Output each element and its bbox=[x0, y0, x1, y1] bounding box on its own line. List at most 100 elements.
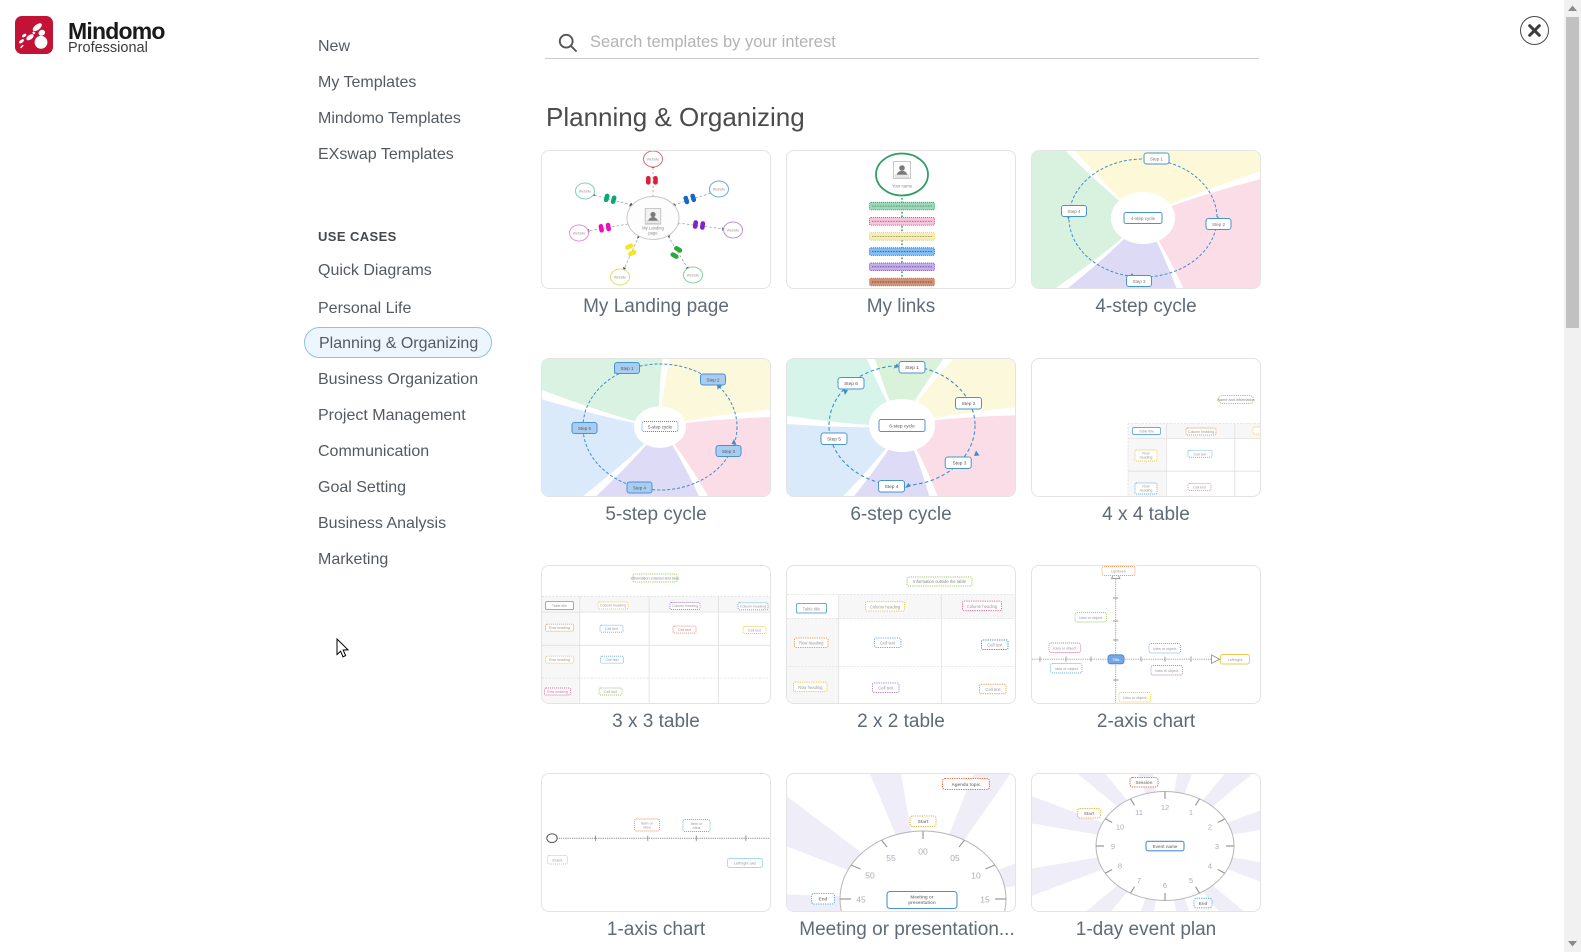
svg-text:Idea or object: Idea or object bbox=[1079, 616, 1103, 620]
svg-text:9: 9 bbox=[1111, 842, 1115, 851]
svg-text:Start: Start bbox=[918, 819, 929, 824]
svg-text:Idea or object: Idea or object bbox=[1155, 669, 1179, 673]
svg-text:Information entered text here: Information entered text here bbox=[631, 577, 680, 581]
svg-text:heading: heading bbox=[1140, 456, 1153, 460]
svg-text:Title: Title bbox=[1112, 658, 1119, 662]
svg-text:11: 11 bbox=[1135, 808, 1143, 817]
svg-text:3: 3 bbox=[1215, 842, 1219, 851]
svg-text:Step 6: Step 6 bbox=[844, 381, 858, 387]
svg-text:Event: Event bbox=[553, 859, 564, 863]
svg-text:Website: Website bbox=[727, 229, 740, 233]
svg-text:Website: Website bbox=[579, 190, 592, 194]
svg-text:Information outside the table: Information outside the table bbox=[913, 579, 967, 584]
svg-text:Table title: Table title bbox=[803, 606, 821, 611]
svg-text:Column heading: Column heading bbox=[1188, 430, 1214, 434]
svg-text:Name and information: Name and information bbox=[1217, 398, 1254, 402]
svg-text:Row heading: Row heading bbox=[798, 685, 823, 690]
svg-text:Step 3: Step 3 bbox=[953, 461, 967, 467]
svg-text:Row: Row bbox=[1142, 452, 1150, 456]
svg-text:Start: Start bbox=[1084, 811, 1095, 816]
svg-text:Cell text: Cell text bbox=[605, 627, 618, 631]
svg-text:2: 2 bbox=[1208, 823, 1212, 832]
svg-text:idea: idea bbox=[643, 826, 651, 830]
svg-text:Table title: Table title bbox=[552, 604, 567, 608]
svg-text:1: 1 bbox=[1189, 808, 1193, 817]
svg-text:Step 5: Step 5 bbox=[827, 437, 841, 443]
svg-text:Cell text: Cell text bbox=[985, 687, 1001, 692]
svg-text:Website: Website bbox=[573, 232, 586, 236]
svg-text:Step 3: Step 3 bbox=[722, 449, 736, 454]
svg-text:Column heading: Column heading bbox=[870, 604, 901, 609]
svg-text:Column heading: Column heading bbox=[740, 605, 766, 609]
svg-text:Left/right: Left/right bbox=[1228, 658, 1244, 662]
svg-text:Up/down: Up/down bbox=[1111, 570, 1126, 574]
svg-text:Meeting or: Meeting or bbox=[910, 895, 933, 900]
svg-text:7: 7 bbox=[1137, 876, 1141, 885]
svg-text:Step 4: Step 4 bbox=[633, 486, 647, 491]
svg-text:Cell text: Cell text bbox=[604, 690, 617, 694]
svg-text:Item or: Item or bbox=[641, 822, 654, 826]
svg-text:05: 05 bbox=[950, 853, 960, 863]
svg-text:Step 4: Step 4 bbox=[885, 484, 899, 490]
svg-text:Cell text: Cell text bbox=[987, 643, 1003, 648]
svg-text:Cell text: Cell text bbox=[878, 686, 894, 691]
svg-text:Your name: Your name bbox=[892, 184, 913, 189]
svg-text:Website: Website bbox=[687, 274, 700, 278]
svg-text:Left/right axis: Left/right axis bbox=[734, 862, 757, 866]
svg-text:Row heading: Row heading bbox=[549, 658, 570, 662]
svg-text:Row heading: Row heading bbox=[547, 690, 568, 694]
svg-text:Column heading: Column heading bbox=[967, 604, 998, 609]
svg-text:50: 50 bbox=[865, 871, 875, 881]
svg-text:idea: idea bbox=[693, 826, 701, 830]
svg-text:10: 10 bbox=[971, 871, 981, 881]
svg-text:Step 4: Step 4 bbox=[1067, 209, 1081, 214]
svg-text:Agenda topic: Agenda topic bbox=[951, 782, 981, 787]
svg-text:10: 10 bbox=[1116, 823, 1124, 832]
svg-text:Cell text: Cell text bbox=[748, 628, 761, 632]
svg-text:5-step cycle: 5-step cycle bbox=[648, 425, 673, 430]
svg-text:Idea or object: Idea or object bbox=[1123, 696, 1147, 700]
svg-text:Row heading: Row heading bbox=[799, 641, 824, 646]
svg-text:presentation: presentation bbox=[908, 900, 936, 905]
svg-text:8: 8 bbox=[1118, 862, 1122, 871]
svg-text:4: 4 bbox=[1208, 862, 1212, 871]
svg-text:My Landing: My Landing bbox=[642, 226, 664, 231]
svg-text:Cell text: Cell text bbox=[606, 658, 619, 662]
svg-text:Idea or object: Idea or object bbox=[1153, 647, 1177, 651]
svg-text:Item or: Item or bbox=[691, 822, 704, 826]
svg-text:00: 00 bbox=[918, 847, 928, 857]
svg-text:6: 6 bbox=[1163, 881, 1167, 890]
svg-text:45: 45 bbox=[856, 895, 866, 905]
svg-text:Row heading: Row heading bbox=[549, 626, 570, 630]
svg-text:heading: heading bbox=[1140, 489, 1153, 493]
svg-text:55: 55 bbox=[886, 853, 896, 863]
svg-text:Session: Session bbox=[1136, 780, 1153, 785]
svg-text:Step 2: Step 2 bbox=[1212, 222, 1226, 227]
svg-text:Cell text: Cell text bbox=[1193, 486, 1206, 490]
svg-text:Cell text: Cell text bbox=[1194, 452, 1207, 456]
svg-text:page: page bbox=[648, 230, 658, 235]
svg-text:Column heading: Column heading bbox=[600, 604, 626, 608]
svg-text:Table title: Table title bbox=[1139, 430, 1154, 434]
svg-text:Website: Website bbox=[713, 188, 726, 192]
svg-text:Idea or object: Idea or object bbox=[1053, 646, 1077, 650]
svg-text:Step 1: Step 1 bbox=[905, 365, 919, 371]
svg-text:6-step cycle: 6-step cycle bbox=[889, 424, 915, 430]
svg-text:Step 2: Step 2 bbox=[962, 401, 976, 407]
svg-text:5: 5 bbox=[1189, 876, 1193, 885]
svg-text:Website: Website bbox=[614, 276, 627, 280]
svg-text:Row: Row bbox=[1142, 485, 1150, 489]
svg-text:Column heading: Column heading bbox=[672, 604, 698, 608]
svg-text:Website: Website bbox=[647, 158, 660, 162]
svg-text:Step 1: Step 1 bbox=[620, 366, 634, 371]
svg-text:Step 5: Step 5 bbox=[578, 426, 592, 431]
svg-text:Step 3: Step 3 bbox=[1132, 279, 1146, 284]
svg-text:End: End bbox=[1199, 901, 1208, 906]
svg-text:Step 2: Step 2 bbox=[706, 378, 720, 383]
svg-text:Event name: Event name bbox=[1153, 844, 1178, 849]
svg-text:15: 15 bbox=[980, 895, 990, 905]
svg-text:Cell text: Cell text bbox=[880, 641, 896, 646]
svg-text:12: 12 bbox=[1161, 803, 1169, 812]
svg-text:Step 1: Step 1 bbox=[1150, 157, 1164, 162]
svg-text:Cell text: Cell text bbox=[678, 628, 691, 632]
